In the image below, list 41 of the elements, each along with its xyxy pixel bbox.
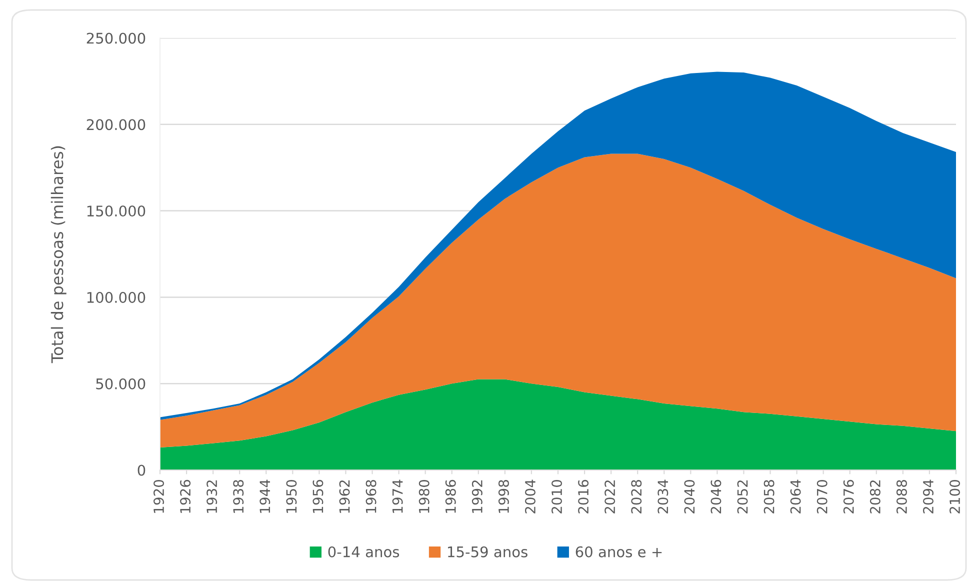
x-tick-label: 1944: [260, 480, 270, 513]
x-tick-label: 2004: [524, 480, 536, 514]
y-tick-label: 250.000: [86, 32, 146, 44]
y-tick-label: 150.000: [87, 206, 146, 217]
x-tick-label: 2016: [578, 480, 589, 514]
x-tick-label: 1926: [180, 480, 191, 513]
legend-label: 15-59 anos: [448, 546, 528, 558]
x-tick-label: 2100: [950, 480, 960, 514]
y-tick-label: 0: [138, 464, 146, 476]
x-tick-label: 2088: [896, 480, 907, 514]
x-tick-label: 1998: [498, 480, 509, 513]
x-tick-label: 2052: [737, 480, 748, 514]
y-tick-label: 50.000: [96, 378, 146, 390]
x-tick-label: 2022: [604, 480, 616, 514]
x-tick-label: 1932: [206, 480, 218, 513]
x-tick-label: 2082: [870, 480, 880, 514]
x-tick-label: 2076: [843, 480, 854, 514]
x-tick-label: 2070: [816, 480, 828, 514]
x-tick-label: 2028: [631, 480, 642, 514]
legend-label: 0-14 anos: [328, 546, 400, 558]
y-tick-label: 200.000: [86, 119, 146, 130]
x-tick-label: 1962: [339, 480, 350, 513]
x-tick-label: 2058: [764, 480, 774, 514]
x-tick-label: 2064: [790, 480, 801, 514]
x-tick-label: 1950: [286, 480, 297, 513]
x-tick-label: 1980: [418, 480, 430, 513]
x-tick-label: 2094: [922, 480, 934, 514]
x-tick-label: 2010: [552, 480, 562, 514]
x-tick-label: 2046: [710, 480, 722, 514]
x-tick-label: 1968: [366, 480, 376, 513]
y-axis-title: Total de pessoas (milhares): [50, 146, 66, 364]
x-tick-label: 1992: [472, 480, 482, 513]
x-tick-label: 2040: [684, 480, 695, 514]
legend-label: 60 anos e +: [576, 546, 662, 558]
x-tick-label: 1956: [312, 480, 324, 513]
x-tick-label: 1974: [392, 480, 403, 513]
x-tick-label: 2034: [658, 480, 668, 514]
y-tick-label: 100.000: [87, 292, 146, 303]
x-tick-label: 1920: [154, 480, 164, 513]
x-tick-label: 1938: [233, 480, 244, 513]
x-tick-label: 1986: [445, 480, 456, 513]
